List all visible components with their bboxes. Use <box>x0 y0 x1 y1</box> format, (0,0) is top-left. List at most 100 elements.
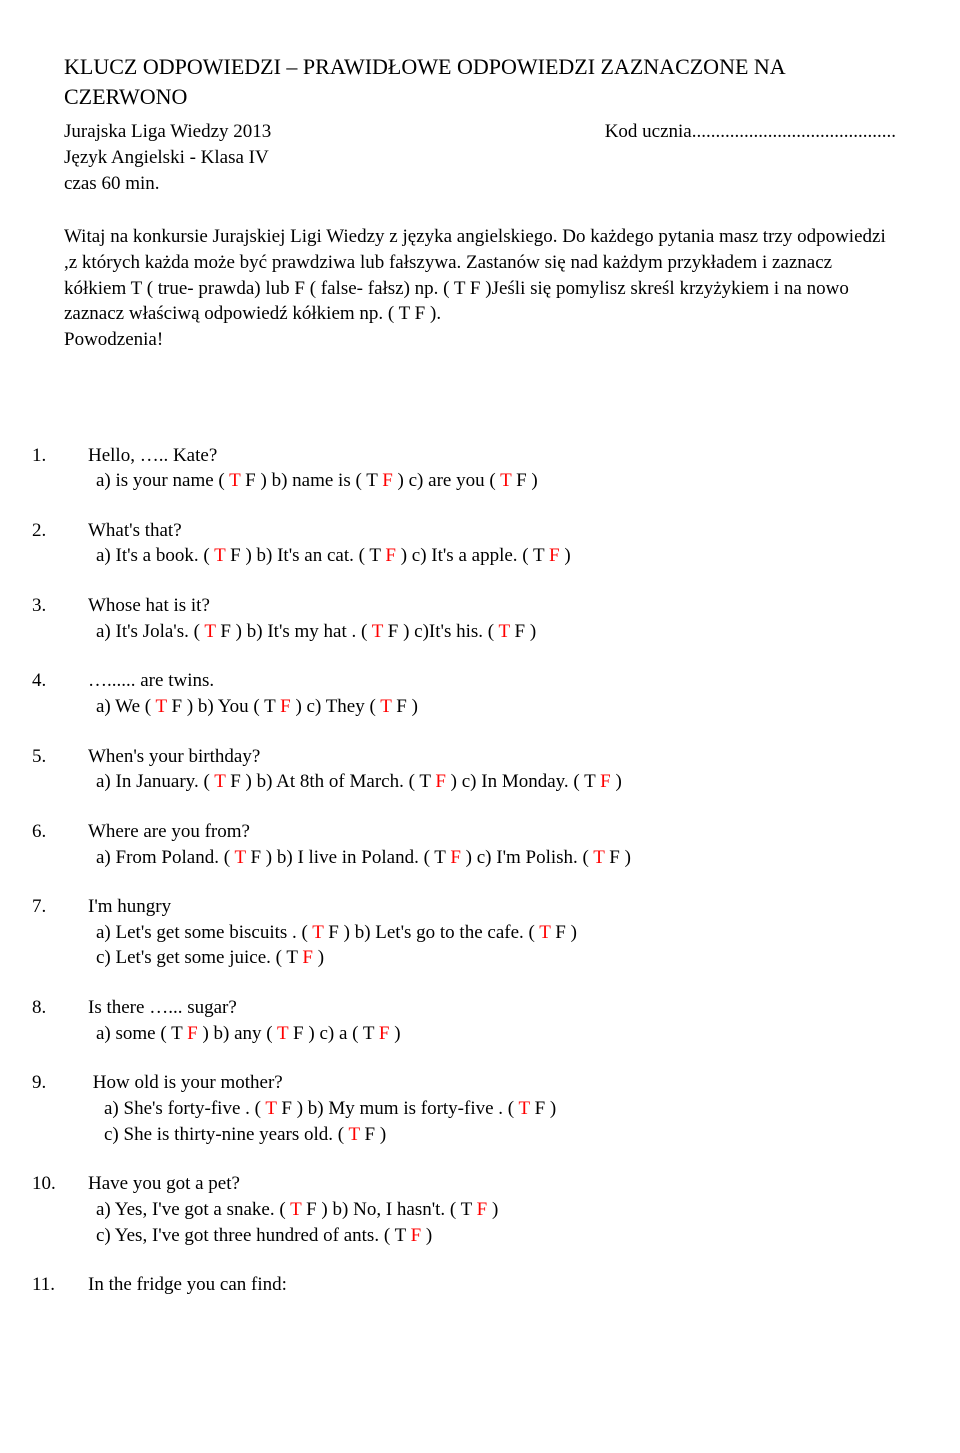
t-mark: T <box>380 696 391 717</box>
t-mark: T <box>156 696 167 717</box>
q11-num: 11. <box>64 1272 88 1298</box>
q6-num: 6. <box>64 819 88 845</box>
q7-num: 7. <box>64 894 88 920</box>
t-mark: T <box>229 470 240 491</box>
t-mark: T <box>539 922 550 943</box>
q1-a: a) is your name ( <box>96 470 229 491</box>
q9-answers-line2: c) She is thirty-nine years old. ( T F ) <box>64 1122 896 1148</box>
sep: F ) <box>551 922 577 943</box>
q3-b: b) It's my hat . ( <box>247 621 372 642</box>
subject-line: Język Angielski - Klasa IV <box>64 145 896 171</box>
sep: ) <box>421 1225 432 1246</box>
t-mark: T <box>500 470 511 491</box>
q1-b: b) name is ( T <box>272 470 383 491</box>
q7-answers-line2: c) Let's get some juice. ( T F ) <box>64 945 896 971</box>
t-mark: T <box>277 1023 288 1044</box>
header-row: Jurajska Liga Wiedzy 2013 Kod ucznia....… <box>64 119 896 145</box>
q6-b: b) I live in Poland. ( T <box>277 847 450 868</box>
q1: 1.Hello, ….. Kate? a) is your name ( T F… <box>64 443 896 494</box>
sep: ) <box>560 545 571 566</box>
f-mark: F <box>379 1023 390 1044</box>
q11: 11.In the fridge you can find: <box>64 1272 896 1298</box>
sep: F ) <box>167 696 198 717</box>
sep: ) <box>611 771 622 792</box>
t-mark: T <box>519 1098 530 1119</box>
q10-num: 10. <box>64 1171 88 1197</box>
q10-c: c) Yes, I've got three hundred of ants. … <box>96 1225 411 1246</box>
q4-c: c) They ( <box>307 696 381 717</box>
q9-a: a) She's forty-five . ( <box>104 1098 265 1119</box>
sep: ) <box>461 847 477 868</box>
q6: 6.Where are you from? a) From Poland. ( … <box>64 819 896 870</box>
q6-answers: a) From Poland. ( T F ) b) I live in Pol… <box>64 845 896 871</box>
q5: 5.When's your birthday? a) In January. (… <box>64 744 896 795</box>
sep: F ) <box>530 1098 556 1119</box>
q8-answers: a) some ( T F ) b) any ( T F ) c) a ( T … <box>64 1021 896 1047</box>
sep: F ) <box>511 470 537 491</box>
q2-b: b) It's an cat. ( T <box>257 545 386 566</box>
q5-answers: a) In January. ( T F ) b) At 8th of Marc… <box>64 769 896 795</box>
f-mark: F <box>600 771 611 792</box>
q2-text: What's that? <box>88 520 182 541</box>
q8-num: 8. <box>64 995 88 1021</box>
q2-num: 2. <box>64 518 88 544</box>
q7-c: c) Let's get some juice. ( T <box>96 947 302 968</box>
f-mark: F <box>450 847 461 868</box>
sep: F ) <box>360 1124 386 1145</box>
q9-answers-line1: a) She's forty-five . ( T F ) b) My mum … <box>64 1096 896 1122</box>
q1-answers: a) is your name ( T F ) b) name is ( T F… <box>64 468 896 494</box>
time-line: czas 60 min. <box>64 171 896 197</box>
sep: F ) <box>277 1098 308 1119</box>
sep: ) <box>291 696 307 717</box>
q8-b: b) any ( <box>214 1023 278 1044</box>
q2-c: c) It's a apple. ( T <box>412 545 549 566</box>
f-mark: F <box>435 771 446 792</box>
f-mark: F <box>302 947 313 968</box>
f-mark: F <box>187 1023 198 1044</box>
q8-a: a) some ( T <box>96 1023 187 1044</box>
header-left: Jurajska Liga Wiedzy 2013 <box>64 119 565 145</box>
t-mark: T <box>214 545 225 566</box>
sep: F ) <box>383 621 414 642</box>
q7-b: b) Let's go to the cafe. ( <box>355 922 540 943</box>
t-mark: T <box>234 847 245 868</box>
t-mark: T <box>499 621 510 642</box>
t-mark: T <box>372 621 383 642</box>
sep: F ) <box>225 545 256 566</box>
f-mark: F <box>549 545 560 566</box>
q8: 8.Is there …... sugar? a) some ( T F ) b… <box>64 995 896 1046</box>
q10-text: Have you got a pet? <box>88 1173 240 1194</box>
t-mark: T <box>349 1124 360 1145</box>
q5-a: a) In January. ( <box>96 771 214 792</box>
q7-a: a) Let's get some biscuits . ( <box>96 922 312 943</box>
title: KLUCZ ODPOWIEDZI – PRAWIDŁOWE ODPOWIEDZI… <box>64 52 896 111</box>
q7: 7.I'm hungry a) Let's get some biscuits … <box>64 894 896 971</box>
q11-text: In the fridge you can find: <box>88 1274 287 1295</box>
q3: 3.Whose hat is it? a) It's Jola's. ( T F… <box>64 593 896 644</box>
sep: ) <box>487 1199 498 1220</box>
sep: F ) <box>216 621 247 642</box>
q2: 2.What's that? a) It's a book. ( T F ) b… <box>64 518 896 569</box>
f-mark: F <box>385 545 396 566</box>
sep: ) <box>393 470 409 491</box>
q10: 10.Have you got a pet? a) Yes, I've got … <box>64 1171 896 1248</box>
sep: F ) <box>392 696 418 717</box>
q9: 9. How old is your mother? a) She's fort… <box>64 1070 896 1147</box>
intro-text: Witaj na konkursie Jurajskiej Ligi Wiedz… <box>64 224 896 327</box>
q6-text: Where are you from? <box>88 821 250 842</box>
q10-a: a) Yes, I've got a snake. ( <box>96 1199 290 1220</box>
q10-answers-line1: a) Yes, I've got a snake. ( T F ) b) No,… <box>64 1197 896 1223</box>
sep: F ) <box>510 621 536 642</box>
f-mark: F <box>477 1199 488 1220</box>
q5-text: When's your birthday? <box>88 746 260 767</box>
code-label: Kod ucznia..............................… <box>605 119 896 145</box>
q2-a: a) It's a book. ( <box>96 545 214 566</box>
q9-c: c) She is thirty-nine years old. ( <box>104 1124 349 1145</box>
q3-a: a) It's Jola's. ( <box>96 621 204 642</box>
q4-answers: a) We ( T F ) b) You ( T F ) c) They ( T… <box>64 694 896 720</box>
t-mark: T <box>204 621 215 642</box>
q4-num: 4. <box>64 668 88 694</box>
q3-num: 3. <box>64 593 88 619</box>
q5-num: 5. <box>64 744 88 770</box>
q5-c: c) In Monday. ( T <box>462 771 600 792</box>
